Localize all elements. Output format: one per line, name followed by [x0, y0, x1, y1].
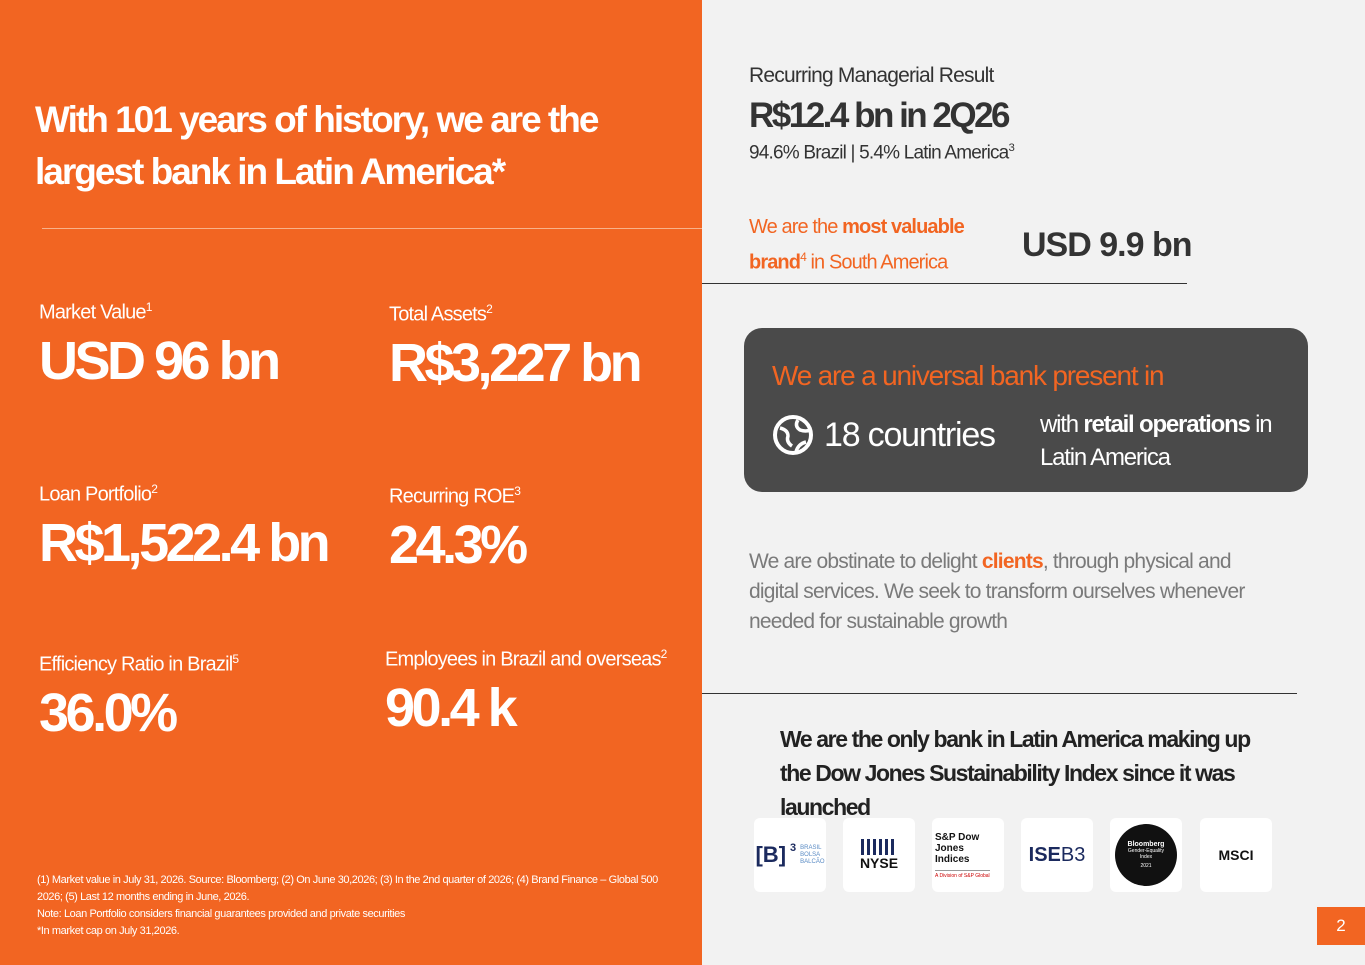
globe-icon — [773, 415, 813, 455]
metric-label: Total Assets2 — [389, 302, 493, 327]
desc-bold: retail operations — [1083, 411, 1251, 438]
logo-nyse: NYSE — [843, 818, 915, 892]
bloomberg-sub: Index — [1139, 853, 1153, 860]
result-label: Recurring Managerial Result — [749, 64, 994, 87]
footnote-ref: 5 — [232, 652, 239, 666]
universal-desc: with retail operations in Latin America — [1040, 408, 1280, 474]
metric-label-text: Recurring ROE — [389, 485, 515, 508]
b3-sup: 3 — [790, 842, 797, 854]
divider — [702, 283, 1187, 284]
b3-line: BRASIL — [800, 844, 822, 851]
countries: 18 countries — [824, 416, 996, 454]
split-text: 94.6% Brazil | 5.4% Latin America — [749, 142, 1009, 164]
bloomberg-name: Bloomberg — [1127, 840, 1165, 848]
b3-line: BALCÃO — [800, 858, 825, 865]
left-panel — [0, 0, 702, 965]
metric-label: Recurring ROE3 — [389, 484, 521, 509]
footnote-ref: 2 — [486, 302, 493, 316]
metric-value: USD 96 bn — [39, 331, 281, 391]
mission-highlight: clients — [981, 550, 1044, 573]
footnote: *In market cap on July 31,2026. — [37, 925, 180, 937]
sp-line: S&P Dow Jones — [935, 831, 980, 854]
mission-pre: We are obstinate to delight — [749, 550, 978, 573]
b3-line: BOLSA — [800, 851, 821, 858]
brand-text: We are the most valuable brand4 in South… — [749, 212, 979, 278]
metric-label-text: Market Value — [39, 301, 147, 324]
metric-label-text: Loan Portfolio — [39, 483, 152, 506]
footnote-ref: 1 — [145, 300, 153, 314]
headline: With 101 years of history, we are the la… — [35, 94, 599, 198]
sp-division: A Division of S&P Global — [935, 869, 990, 879]
bloomberg-sub: Gender-Equality — [1127, 847, 1165, 854]
footnote-ref: 2 — [660, 647, 668, 661]
footnotes: (1) Market value in July 31, 2026. Sourc… — [37, 872, 658, 940]
page-number: 2 — [1317, 907, 1365, 945]
result-split: 94.6% Brazil | 5.4% Latin America3 — [749, 142, 1015, 164]
b3-mark: [B] — [755, 842, 787, 867]
desc-post: in Latin America — [1040, 411, 1273, 471]
footnote-ref: 3 — [514, 484, 521, 498]
metric-label: Market Value1 — [39, 300, 152, 325]
mission: We are obstinate to delight clients, thr… — [749, 547, 1279, 637]
metric-value: 90.4 k — [385, 678, 518, 738]
headline-line: largest bank in Latin America* — [35, 151, 506, 192]
metric-label: Loan Portfolio2 — [39, 482, 158, 507]
universal-heading: We are a universal bank present in — [772, 360, 1165, 391]
msci-text: MSCI — [1218, 847, 1254, 863]
divider — [42, 228, 702, 229]
ise-a: ISE — [1028, 843, 1061, 866]
nyse-text: NYSE — [859, 855, 899, 871]
bloomberg-year: 2021 — [1140, 862, 1152, 869]
nyse-bars — [861, 839, 894, 855]
logo-sp: S&P Dow Jones Indices A Division of S&P … — [932, 818, 1004, 892]
metric-value: R$3,227 bn — [389, 333, 643, 393]
brand-pre: We are the — [749, 216, 838, 238]
sp-line: Indices — [935, 853, 970, 865]
logo-b3: [B] 3 BRASIL BOLSA BALCÃO — [754, 818, 826, 892]
footnote-ref: 4 — [800, 250, 807, 264]
headline-line: With 101 years of history, we are the — [35, 99, 599, 140]
desc-pre: with — [1040, 411, 1079, 438]
result-value: R$12.4 bn in 2Q26 — [749, 96, 1011, 135]
ise-b: B3 — [1060, 843, 1086, 866]
universal-box: We are a universal bank present in 18 co… — [744, 328, 1308, 492]
footnote: (1) Market value in July 31, 2026. Sourc… — [37, 874, 658, 886]
footnote: 2026; (5) Last 12 months ending in June,… — [37, 891, 250, 903]
metric-value: R$1,522.4 bn — [39, 513, 331, 573]
logo-bloomberg: Bloomberg Gender-Equality Index 2021 — [1110, 818, 1182, 892]
metric-label: Employees in Brazil and overseas2 — [385, 647, 667, 672]
metric-value: 36.0% — [39, 683, 178, 743]
dow-jones-text: We are the only bank in Latin America ma… — [780, 726, 1251, 820]
footnote-ref: 3 — [1008, 142, 1015, 154]
brand-post: in South America — [810, 251, 949, 274]
b3-text: BRASIL BOLSA BALCÃO — [800, 845, 824, 866]
metric-value: 24.3% — [389, 515, 528, 575]
metric-label: Efficiency Ratio in Brazil5 — [39, 652, 239, 677]
metric-label-text: Efficiency Ratio in Brazil — [39, 653, 233, 676]
sp-name: S&P Dow Jones Indices — [935, 832, 1004, 865]
footnote-ref: 2 — [151, 482, 158, 496]
metric-label-text: Total Assets — [389, 303, 487, 326]
brand-bold: most valuable brand — [749, 216, 965, 274]
metric-label-text: Employees in Brazil and overseas — [385, 648, 661, 671]
logo-msci: MSCI — [1200, 818, 1272, 892]
bloomberg-badge: Bloomberg Gender-Equality Index 2021 — [1115, 824, 1177, 886]
mission-post: , through physical and digital services.… — [749, 550, 1245, 633]
footnote: Note: Loan Portfolio considers financial… — [37, 908, 405, 920]
brand-value: USD 9.9 bn — [1022, 226, 1192, 264]
logo-ise: ISE B3 — [1021, 818, 1093, 892]
divider — [702, 693, 1297, 694]
